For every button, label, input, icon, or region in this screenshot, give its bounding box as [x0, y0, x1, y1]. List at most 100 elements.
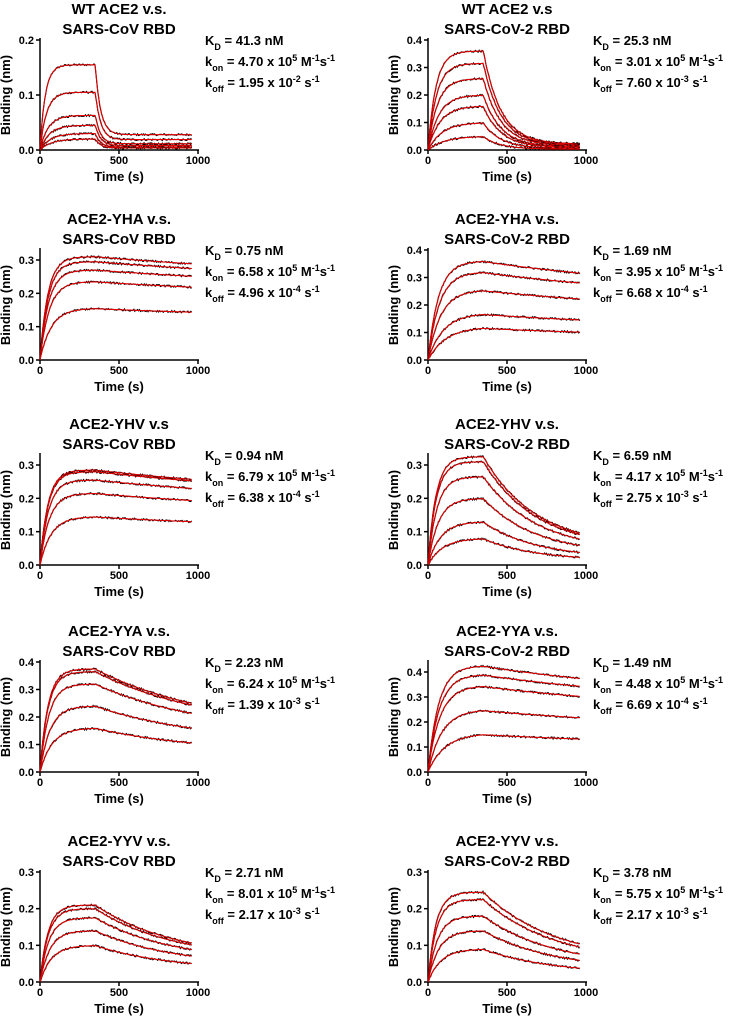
koff-annotation: koff = 1.39 x 10-3 s-1: [205, 696, 320, 716]
y-tick-label: 0.3: [19, 460, 34, 472]
koff-exponent: -4: [681, 696, 689, 706]
x-tick-label: 500: [110, 777, 128, 789]
chart-title-line-2: SARS-CoV-2 RBD: [444, 436, 570, 453]
fit-curve-3: [39, 114, 192, 151]
data-trace-1: [39, 667, 192, 773]
fit-curve-2: [427, 272, 580, 361]
chart-panel-3: ACE2-YHA v.s. SARS-CoV RBD 0.0 0.1 0.2 0.3 0 50…: [0, 211, 335, 394]
data-trace-2: [39, 670, 192, 772]
chart-panel-9: ACE2-YYV v.s. SARS-CoV RBD 0.0 0.1 0.2 0.3 0 50…: [0, 833, 335, 1016]
kon-exponent: 5: [680, 675, 685, 685]
y-tick-label: 0.3: [407, 63, 422, 75]
y-tick-label: 0.4: [407, 245, 423, 257]
kon-exponent: 5: [292, 468, 297, 478]
kon-annotation: kon = 3.95 x 105 M-1s-1: [593, 263, 723, 283]
fit-curve-5: [39, 945, 192, 983]
chart-title-line-1: WT ACE2 v.s.: [71, 1, 166, 18]
y-tick-label: 0.0: [407, 767, 422, 779]
x-axis-label: Time (s): [94, 1001, 144, 1016]
kon-annotation: kon = 5.75 x 105 M-1s-1: [593, 885, 723, 905]
fit-curve-3: [39, 269, 192, 361]
fit-curve-1: [427, 50, 580, 151]
kon-exponent: 5: [680, 468, 685, 478]
fit-curve-2: [39, 471, 192, 566]
fit-curve-4: [39, 124, 192, 151]
kd-value: 1.49 nM: [624, 655, 672, 670]
fit-curve-3: [427, 686, 580, 773]
fit-curve-3: [427, 915, 580, 983]
data-trace-1: [39, 903, 193, 982]
kon-exponent: 5: [292, 885, 297, 895]
y-tick-label: 0.2: [19, 712, 34, 724]
y-tick-label: 0.2: [19, 288, 34, 300]
x-tick-label: 500: [110, 987, 128, 999]
x-tick-label: 1000: [186, 777, 210, 789]
x-tick-label: 0: [425, 987, 431, 999]
x-tick-label: 1000: [574, 155, 598, 167]
data-trace-3: [427, 914, 580, 982]
kon-annotation: kon = 3.01 x 105 M-1s-1: [593, 53, 723, 73]
x-axis-label: Time (s): [482, 584, 532, 599]
x-tick-label: 1000: [574, 570, 598, 582]
y-tick-label: 0.1: [407, 328, 422, 340]
y-tick-label: 0.3: [407, 460, 422, 472]
kon-annotation: kon = 4.17 x 105 M-1s-1: [593, 468, 723, 488]
chart-panel-2: WT ACE2 v.s SARS-CoV-2 RBD 0.0 0.1 0.2 0.3 0.4…: [386, 1, 723, 184]
fit-curve-3: [427, 290, 580, 361]
kon-value: 4.17 x 10: [626, 469, 680, 484]
fit-curve-2: [39, 261, 192, 361]
fit-curve-1: [427, 665, 580, 773]
x-tick-label: 0: [37, 365, 43, 377]
kon-exponent: 5: [680, 885, 685, 895]
x-tick-label: 0: [425, 365, 431, 377]
y-axis-label: Binding (nm): [386, 677, 401, 757]
koff-annotation: koff = 6.68 x 10-4 s-1: [593, 284, 708, 304]
y-tick-label: 0.2: [407, 300, 422, 312]
koff-value: 1.39 x 10: [239, 697, 293, 712]
data-trace-5: [427, 326, 581, 360]
chart-title-line-1: ACE2-YYV v.s.: [67, 833, 170, 850]
kd-value: 3.78 nM: [624, 865, 672, 880]
y-tick-label: 0.0: [19, 145, 34, 157]
chart-title-line-1: ACE2-YHA v.s.: [67, 211, 171, 228]
kon-value: 6.58 x 10: [238, 264, 292, 279]
kon-exponent: 5: [680, 53, 685, 63]
kon-value: 5.75 x 10: [626, 886, 680, 901]
fit-curve-6: [39, 138, 192, 151]
y-tick-label: 0.3: [407, 867, 422, 879]
kd-value: 2.23 nM: [236, 655, 284, 670]
fit-curve-2: [427, 674, 580, 773]
y-tick-label: 0.2: [19, 35, 34, 47]
kd-annotation: KD = 2.23 nM: [205, 655, 283, 674]
koff-value: 1.95 x 10: [239, 75, 293, 90]
y-tick-label: 0.1: [19, 90, 34, 102]
x-tick-label: 500: [110, 570, 128, 582]
chart-title-line-2: SARS-CoV-2 RBD: [444, 853, 570, 870]
y-tick-label: 0.3: [19, 255, 34, 267]
kon-value: 3.01 x 10: [626, 54, 680, 69]
y-tick-label: 0.4: [407, 667, 423, 679]
x-tick-label: 0: [425, 777, 431, 789]
kon-annotation: kon = 4.70 x 105 M-1s-1: [205, 53, 335, 73]
x-axis-label: Time (s): [94, 379, 144, 394]
x-tick-label: 500: [498, 777, 516, 789]
fit-curve-5: [427, 948, 580, 983]
y-axis-label: Binding (nm): [386, 887, 401, 967]
y-tick-label: 0.1: [19, 527, 34, 539]
koff-exponent: -3: [681, 74, 689, 84]
kd-annotation: KD = 1.69 nM: [593, 243, 671, 262]
chart-title-line-1: ACE2-YYV v.s.: [455, 833, 558, 850]
fit-curve-4: [427, 710, 580, 773]
kd-value: 25.3 nM: [624, 33, 672, 48]
fit-curve-4: [39, 281, 192, 361]
x-axis-label: Time (s): [482, 791, 532, 806]
koff-value: 7.60 x 10: [627, 75, 681, 90]
data-trace-1: [39, 468, 192, 566]
fit-curve-2: [39, 91, 192, 151]
fit-curve-5: [39, 516, 192, 566]
chart-panel-5: ACE2-YHV v.s SARS-CoV RBD 0.0 0.1 0.2 0.3 0 500…: [0, 416, 335, 599]
chart-panel-6: ACE2-YHV v.s. SARS-CoV-2 RBD 0.0 0.1 0.2 0.3 0…: [386, 416, 723, 599]
chart-title-line-1: ACE2-YHV v.s.: [455, 416, 559, 433]
data-trace-1: [427, 260, 581, 360]
kon-exponent: 5: [292, 675, 297, 685]
